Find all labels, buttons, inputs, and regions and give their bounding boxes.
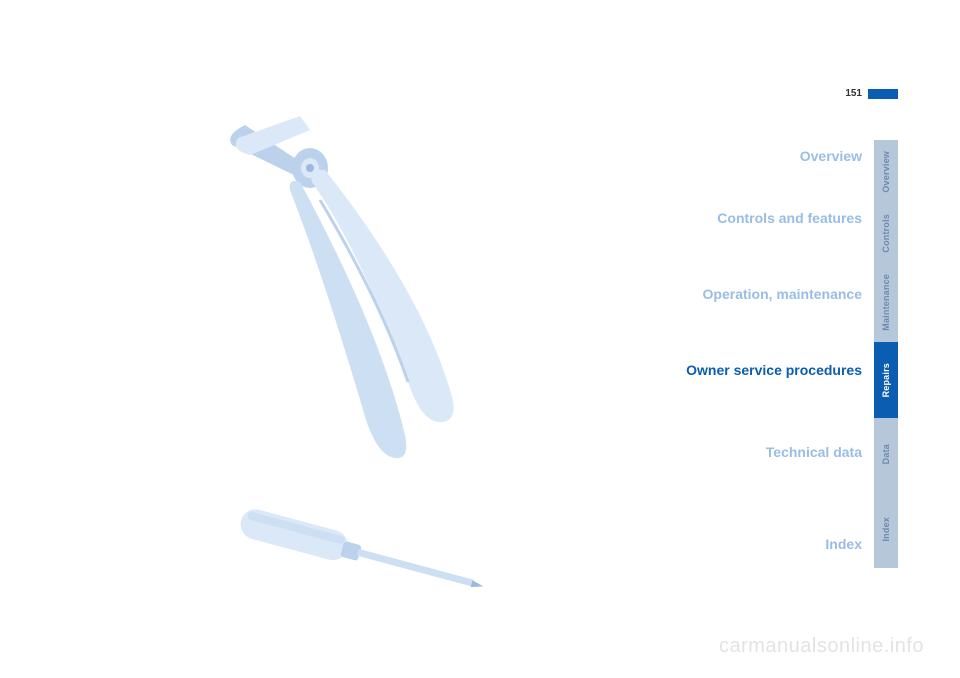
tab-index[interactable]: Index: [874, 490, 898, 568]
side-tabs: Overview Controls Maintenance Repairs Da…: [874, 140, 898, 568]
section-owner-service[interactable]: Owner service procedures: [686, 362, 862, 379]
tab-data[interactable]: Data: [874, 418, 898, 490]
section-operation[interactable]: Operation, maintenance: [703, 286, 862, 303]
section-technical-data[interactable]: Technical data: [766, 444, 862, 461]
tools-svg: [150, 90, 570, 610]
manual-page: 151 Overview Controls and features Opera…: [0, 0, 960, 678]
tab-repairs[interactable]: Repairs: [874, 342, 898, 418]
screwdriver-icon: [237, 506, 484, 590]
tab-label-maintenance: Maintenance: [881, 274, 891, 331]
page-number-bar: [868, 89, 898, 99]
tools-illustration: [150, 90, 570, 610]
tab-label-index: Index: [881, 517, 891, 542]
section-controls[interactable]: Controls and features: [717, 210, 862, 227]
tab-overview[interactable]: Overview: [874, 140, 898, 204]
tab-label-data: Data: [881, 444, 891, 464]
tab-maintenance[interactable]: Maintenance: [874, 262, 898, 342]
page-number: 151: [845, 88, 862, 99]
tab-controls[interactable]: Controls: [874, 204, 898, 262]
watermark-text: carmanualsonline.info: [719, 635, 924, 658]
page-number-row: 151: [845, 88, 898, 99]
tab-label-controls: Controls: [881, 214, 891, 253]
tab-label-repairs: Repairs: [881, 363, 891, 397]
section-overview[interactable]: Overview: [800, 148, 862, 165]
tab-label-overview: Overview: [881, 151, 891, 193]
pliers-icon: [230, 116, 453, 458]
section-index[interactable]: Index: [825, 536, 862, 553]
